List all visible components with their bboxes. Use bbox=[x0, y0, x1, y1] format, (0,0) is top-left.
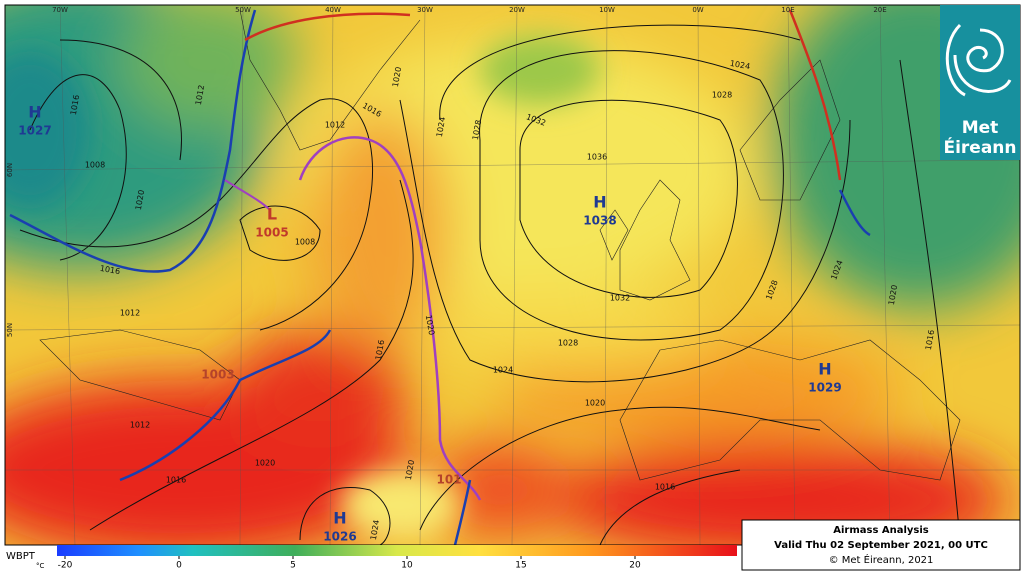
coastlines bbox=[39, 9, 961, 481]
longitude-label: 20W bbox=[509, 6, 525, 14]
isobar-label: 1016 bbox=[655, 483, 675, 492]
isobar-label: 1020 bbox=[424, 314, 436, 336]
centre-pressure: 1027 bbox=[18, 124, 51, 138]
graticule bbox=[5, 5, 1020, 545]
centre-symbol: L bbox=[267, 205, 277, 224]
latitude-label: 50N bbox=[6, 323, 14, 337]
logo-swirl bbox=[945, 23, 1012, 97]
centre-pressure: 1005 bbox=[255, 226, 288, 240]
centre-pressure: 1003 bbox=[201, 368, 234, 382]
longitude-label: 20E bbox=[873, 6, 886, 14]
info-valid: Valid Thu 02 September 2021, 00 UTC bbox=[774, 540, 988, 551]
map: 1016 1012 1008 1020 1016 1012 1008 1012 1016 1020… bbox=[5, 5, 1020, 545]
isobar-label: 1012 bbox=[325, 121, 345, 130]
colorbar-tick-label: 0 bbox=[176, 561, 182, 571]
isobar-label: 1012 bbox=[194, 84, 206, 106]
centre-symbol: H bbox=[333, 509, 346, 528]
pressure-centres: H 1027 L 1005 H 1038 H 1029 H 1026 1003 101 bbox=[18, 103, 841, 544]
colorbar-ticks: -20 0 5 10 15 20 bbox=[58, 556, 641, 571]
logo-text: Éireann bbox=[943, 136, 1016, 158]
longitude-labels: 70W 50W 40W 30W 20W 10W 0W 10E 20E 60N 50N bbox=[6, 6, 887, 337]
centre-symbol: H bbox=[28, 103, 41, 122]
colorbar-tick-label: 15 bbox=[515, 561, 526, 571]
isobar-label: 1008 bbox=[85, 161, 105, 170]
longitude-label: 0W bbox=[692, 6, 703, 14]
colorbar-tick-label: 20 bbox=[629, 561, 641, 571]
isobar-label: 1028 bbox=[471, 119, 483, 141]
longitude-label: 10W bbox=[599, 6, 615, 14]
colorbar-tick-label: -20 bbox=[58, 561, 73, 571]
fronts bbox=[9, 9, 871, 545]
logo-text: Met bbox=[962, 118, 999, 138]
isobar-label: 1016 bbox=[99, 264, 121, 276]
isobar-label: 1020 bbox=[887, 284, 899, 306]
colorbar-unit: °C bbox=[36, 562, 45, 570]
isobar-label: 1016 bbox=[374, 339, 386, 361]
centre-pressure: 1026 bbox=[323, 530, 356, 544]
isobar-label: 1008 bbox=[295, 238, 315, 247]
info-copyright: © Met Éireann, 2021 bbox=[829, 553, 934, 566]
isobar-label: 1024 bbox=[493, 366, 513, 375]
isobar-label: 1020 bbox=[391, 66, 403, 88]
isobar-label: 1016 bbox=[69, 94, 81, 116]
latitude-label: 60N bbox=[6, 163, 14, 177]
info-title: Airmass Analysis bbox=[833, 525, 929, 536]
longitude-label: 70W bbox=[52, 6, 68, 14]
colorbar: WBPT °C -20 0 5 10 15 20 bbox=[6, 545, 737, 571]
isobar-label: 1032 bbox=[610, 294, 630, 303]
info-box-frame bbox=[741, 519, 1021, 571]
isobar-labels: 1016 1012 1008 1020 1016 1012 1008 1012 1016 1020… bbox=[69, 59, 936, 541]
isobar-label: 1028 bbox=[712, 91, 732, 100]
isobar-label: 1012 bbox=[120, 309, 140, 318]
colorbar-tick-label: 5 bbox=[290, 561, 296, 571]
isobar-label: 1024 bbox=[729, 59, 751, 71]
isobar-label: 1028 bbox=[558, 339, 578, 348]
isobar-label: 1036 bbox=[587, 153, 607, 162]
info-box: Airmass Analysis Valid Thu 02 September … bbox=[741, 519, 1021, 571]
longitude-label: 10E bbox=[781, 6, 794, 14]
centre-pressure: 1029 bbox=[808, 381, 841, 395]
centre-pressure: 1038 bbox=[583, 214, 616, 228]
logo: Met Éireann bbox=[940, 5, 1020, 160]
isobar-label: 1024 bbox=[369, 519, 381, 541]
isobar-label: 1024 bbox=[435, 116, 447, 138]
isobar-label: 1020 bbox=[404, 459, 416, 481]
isobar-label: 1020 bbox=[255, 459, 275, 468]
centre-symbol: H bbox=[818, 360, 831, 379]
isobar-label: 1020 bbox=[134, 189, 146, 211]
isobar-label: 1016 bbox=[924, 329, 936, 351]
colorbar-tick-label: 10 bbox=[401, 561, 413, 571]
colorbar-name: WBPT bbox=[6, 551, 36, 562]
centre-pressure: 101 bbox=[436, 473, 461, 487]
longitude-label: 50W bbox=[235, 6, 251, 14]
longitude-label: 30W bbox=[417, 6, 433, 14]
colorbar-ramp bbox=[57, 545, 737, 556]
centre-symbol: H bbox=[593, 193, 606, 212]
isobar-label: 1012 bbox=[130, 421, 150, 430]
isobar-label: 1020 bbox=[585, 399, 605, 408]
longitude-label: 40W bbox=[325, 6, 341, 14]
isobars bbox=[19, 24, 961, 545]
isobar-label: 1016 bbox=[166, 476, 186, 485]
